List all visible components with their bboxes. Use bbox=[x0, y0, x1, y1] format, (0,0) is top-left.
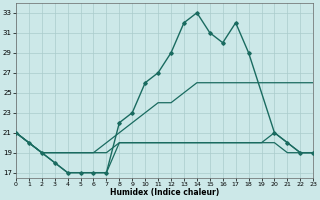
X-axis label: Humidex (Indice chaleur): Humidex (Indice chaleur) bbox=[110, 188, 219, 197]
